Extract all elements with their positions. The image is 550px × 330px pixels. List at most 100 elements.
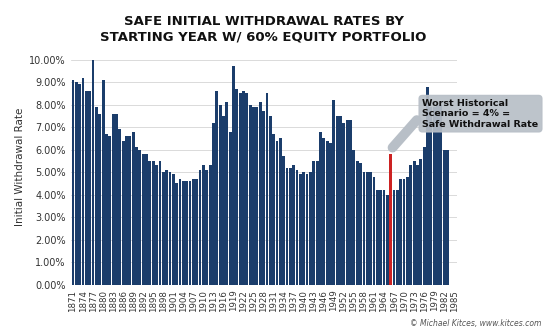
Bar — [75, 82, 78, 285]
Bar — [185, 181, 188, 285]
Bar — [252, 107, 255, 285]
Bar — [369, 172, 372, 285]
Bar — [289, 168, 292, 285]
Bar — [245, 93, 248, 285]
Bar — [349, 120, 352, 285]
Bar — [389, 154, 392, 285]
Bar — [242, 91, 245, 285]
Bar — [346, 120, 349, 285]
Bar — [396, 190, 399, 285]
Bar — [383, 190, 386, 285]
Bar — [403, 179, 405, 285]
Bar — [139, 150, 141, 285]
Bar — [426, 86, 429, 285]
Bar — [295, 170, 299, 285]
Bar — [409, 165, 412, 285]
Bar — [112, 114, 114, 285]
Bar — [72, 80, 74, 285]
Bar — [326, 141, 328, 285]
Bar — [446, 150, 449, 285]
Bar — [165, 170, 168, 285]
Bar — [189, 181, 191, 285]
Bar — [108, 136, 111, 285]
Bar — [208, 165, 212, 285]
Bar — [148, 161, 151, 285]
Text: © Michael Kitces, www.kitces.com: © Michael Kitces, www.kitces.com — [410, 319, 542, 328]
Bar — [155, 165, 158, 285]
Bar — [353, 150, 355, 285]
Bar — [152, 161, 155, 285]
Bar — [279, 138, 282, 285]
Bar — [212, 123, 215, 285]
Bar — [128, 136, 131, 285]
Bar — [95, 107, 98, 285]
Bar — [276, 141, 278, 285]
Bar — [89, 91, 91, 285]
Bar — [359, 163, 362, 285]
Bar — [102, 80, 104, 285]
Bar — [168, 172, 172, 285]
Bar — [416, 165, 419, 285]
Bar — [142, 154, 145, 285]
Bar — [436, 105, 439, 285]
Y-axis label: Initial Withdrawal Rate: Initial Withdrawal Rate — [15, 107, 25, 226]
Bar — [332, 100, 336, 285]
Bar — [92, 60, 95, 285]
Bar — [443, 150, 446, 285]
Bar — [379, 190, 382, 285]
Bar — [312, 161, 315, 285]
Bar — [216, 91, 218, 285]
Bar — [118, 129, 121, 285]
Bar — [239, 93, 241, 285]
Bar — [222, 116, 225, 285]
Bar — [423, 148, 426, 285]
Bar — [259, 102, 262, 285]
Bar — [262, 112, 265, 285]
Bar — [282, 156, 285, 285]
Bar — [399, 179, 402, 285]
Bar — [105, 134, 108, 285]
Bar — [306, 175, 309, 285]
Bar — [376, 190, 379, 285]
Bar — [182, 181, 185, 285]
Bar — [132, 132, 135, 285]
Title: SAFE INITIAL WITHDRAWAL RATES BY
STARTING YEAR W/ 60% EQUITY PORTFOLIO: SAFE INITIAL WITHDRAWAL RATES BY STARTIN… — [101, 15, 427, 43]
Bar — [199, 170, 201, 285]
Bar — [172, 175, 175, 285]
Bar — [316, 161, 318, 285]
Bar — [269, 116, 272, 285]
Bar — [366, 172, 368, 285]
Bar — [309, 172, 312, 285]
Bar — [232, 66, 235, 285]
Bar — [266, 93, 268, 285]
Bar — [336, 116, 339, 285]
Bar — [205, 170, 208, 285]
Bar — [202, 165, 205, 285]
Bar — [439, 105, 442, 285]
Bar — [145, 154, 148, 285]
Bar — [115, 114, 118, 285]
Bar — [78, 84, 81, 285]
Bar — [362, 172, 365, 285]
Bar — [135, 148, 138, 285]
Bar — [386, 195, 389, 285]
Bar — [226, 102, 228, 285]
Bar — [192, 179, 195, 285]
Bar — [272, 134, 275, 285]
Bar — [162, 172, 164, 285]
Bar — [433, 107, 436, 285]
Bar — [372, 177, 375, 285]
Bar — [412, 161, 415, 285]
Bar — [229, 132, 232, 285]
Bar — [249, 105, 252, 285]
Bar — [339, 116, 342, 285]
Bar — [179, 179, 182, 285]
Bar — [98, 114, 101, 285]
Bar — [406, 177, 409, 285]
Bar — [393, 190, 395, 285]
Bar — [322, 138, 325, 285]
Bar — [175, 183, 178, 285]
Bar — [302, 172, 305, 285]
Bar — [85, 91, 88, 285]
Bar — [195, 179, 198, 285]
